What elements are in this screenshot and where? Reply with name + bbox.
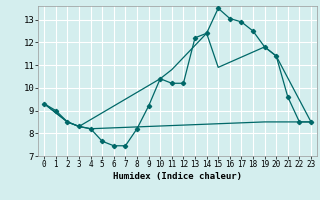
- X-axis label: Humidex (Indice chaleur): Humidex (Indice chaleur): [113, 172, 242, 181]
